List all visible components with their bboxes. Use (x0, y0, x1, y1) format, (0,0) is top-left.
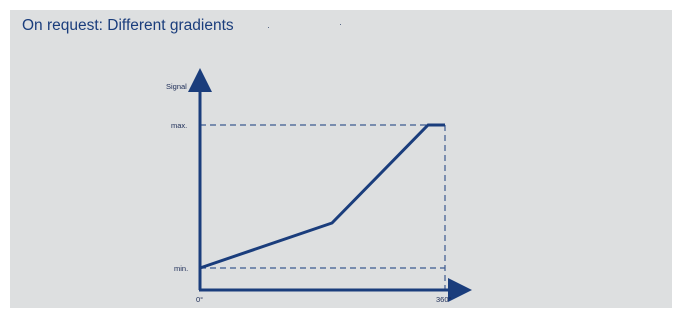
dot-mark (268, 27, 269, 28)
y-max-label: max. (171, 121, 187, 130)
x-start-label: 0° (196, 295, 203, 304)
figure-title: On request: Different gradients (22, 17, 234, 34)
figure-panel: On request: Different gradients (10, 10, 672, 308)
signal-curve (199, 123, 445, 270)
y-axis-label: Signal (166, 82, 187, 91)
y-min-label: min. (174, 264, 188, 273)
dot-mark (340, 24, 341, 25)
x-end-label: 360° (436, 295, 452, 304)
